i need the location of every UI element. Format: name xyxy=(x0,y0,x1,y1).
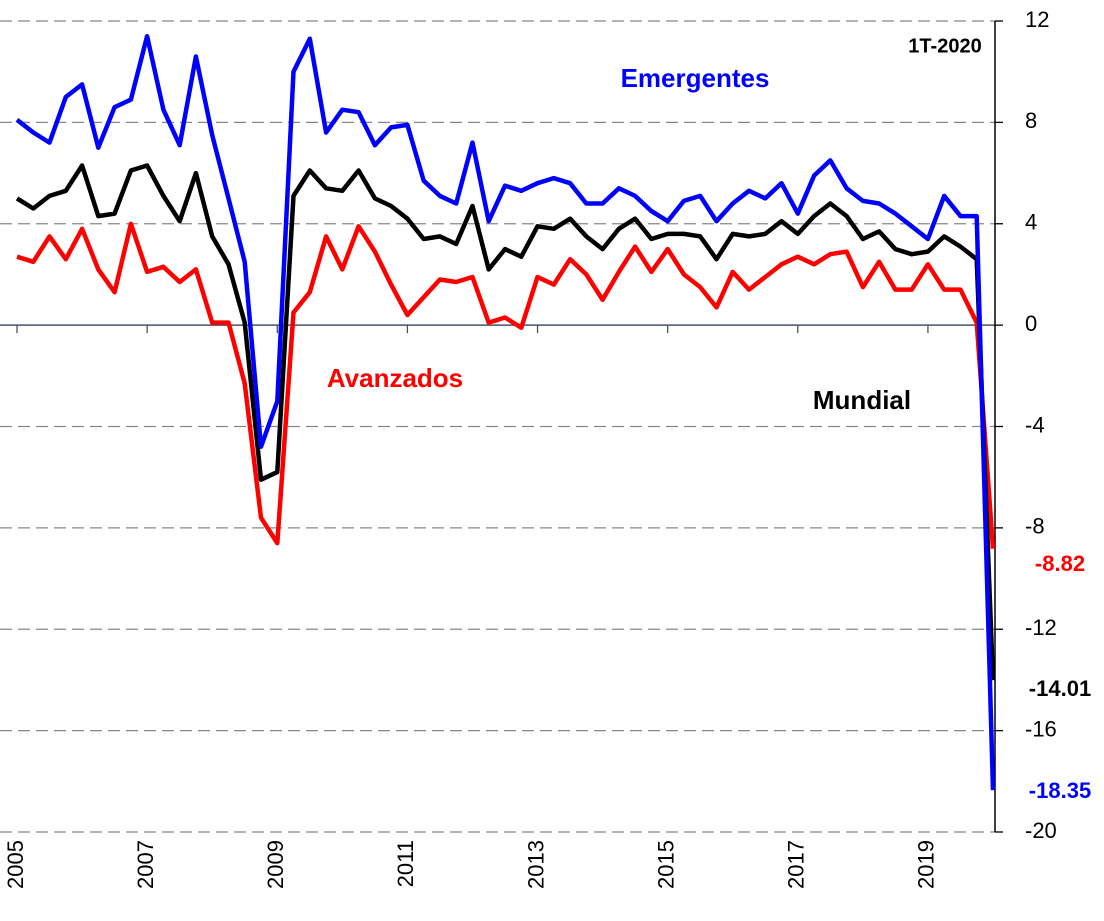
series-label: Emergentes xyxy=(621,63,770,93)
y-tick-label: 0 xyxy=(1025,311,1037,336)
y-tick-label: -8 xyxy=(1025,514,1045,539)
series-label: Mundial xyxy=(813,385,911,415)
annotation: 1T-2020 xyxy=(908,35,981,57)
end-value-label: -8.82 xyxy=(1035,551,1085,576)
series-line xyxy=(15,33,996,791)
x-tick-label: 2015 xyxy=(653,840,678,889)
end-value-label: -14.01 xyxy=(1029,676,1091,701)
y-tick-label: -4 xyxy=(1025,412,1045,437)
series-line xyxy=(15,163,996,681)
x-tick-label: 2011 xyxy=(393,840,418,887)
series-line xyxy=(16,221,996,549)
x-tick-label: 2013 xyxy=(523,840,548,889)
y-tick-label: 8 xyxy=(1025,108,1037,133)
y-tick-label: 4 xyxy=(1025,210,1037,235)
end-value-label: -18.35 xyxy=(1029,778,1091,803)
series-label: Avanzados xyxy=(327,363,463,393)
x-tick-label: 2019 xyxy=(914,840,939,889)
y-tick-label: 12 xyxy=(1025,7,1049,32)
x-tick-label: 2009 xyxy=(263,840,288,889)
y-tick-label: -20 xyxy=(1025,818,1057,843)
y-tick-label: -16 xyxy=(1025,716,1057,741)
x-tick-label: 2005 xyxy=(3,840,28,889)
x-tick-label: 2007 xyxy=(133,840,158,889)
y-tick-label: -12 xyxy=(1025,615,1057,640)
x-tick-label: 2017 xyxy=(784,840,809,889)
